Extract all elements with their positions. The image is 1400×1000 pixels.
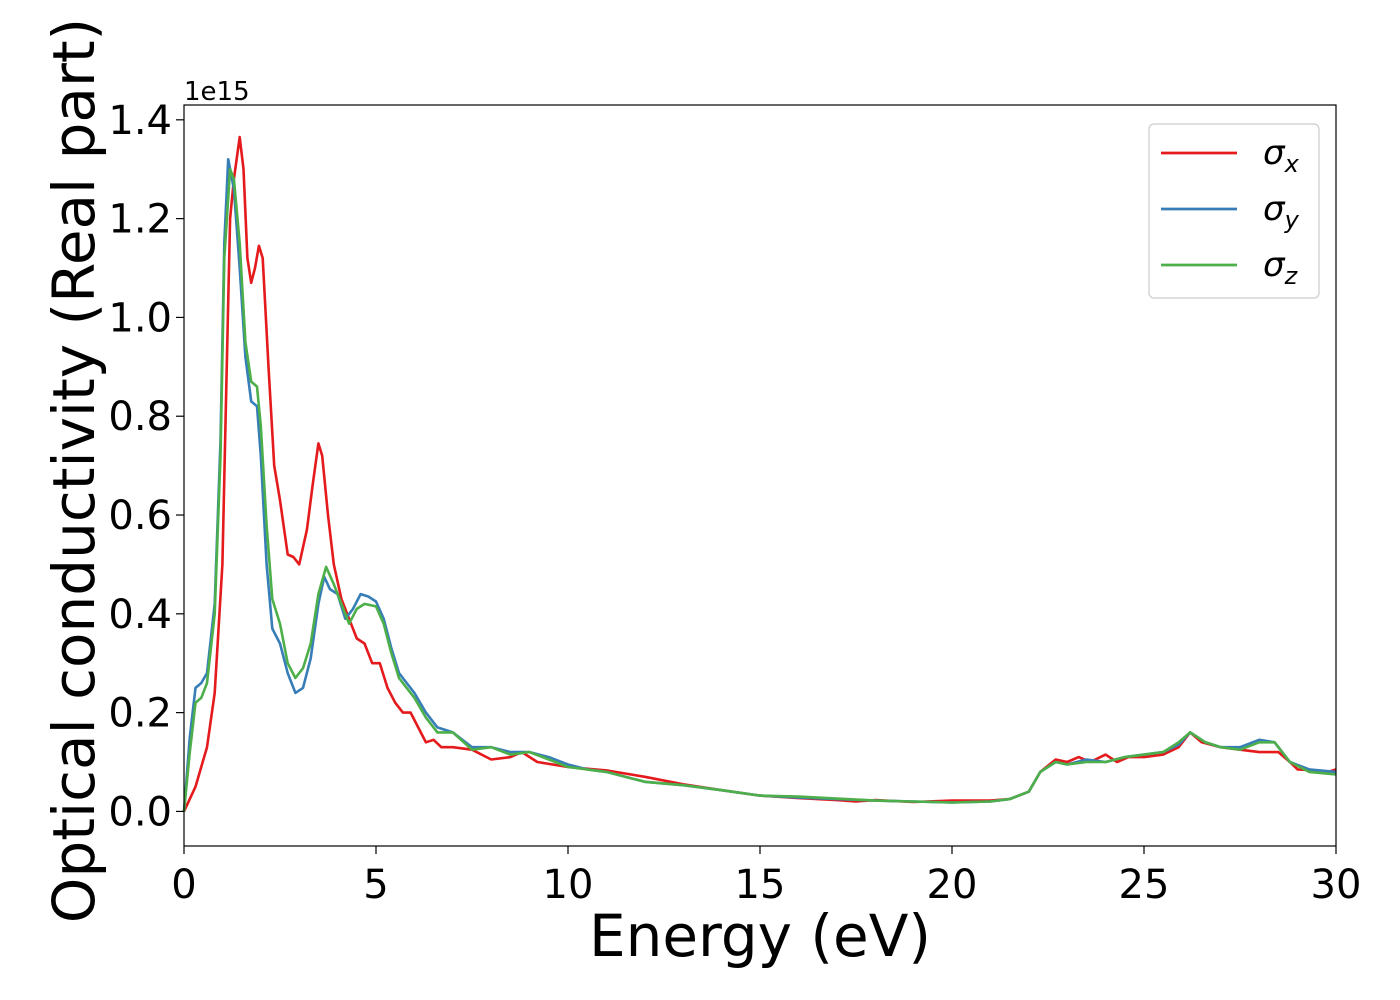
y-axis-ticks: 0.0 0.2 0.4 0.6 0.8 1.0 1.2 1.4 [108,98,184,835]
y-tick-label: 1.2 [108,197,172,243]
legend-label-x: σx [1263,133,1300,178]
x-axis-label: Energy (eV) [589,902,931,970]
x-tick-label: 20 [927,862,978,908]
x-tick-label: 15 [735,862,786,908]
legend-label-subscript: x [1284,150,1300,178]
y-tick-label: 0.6 [108,493,172,539]
y-axis-label: Optical conductivity (Real part) [40,18,108,923]
series-layer [182,135,1337,812]
legend-label-symbol: σ [1263,133,1286,173]
x-axis-ticks: 0 5 10 15 20 25 30 [171,846,1361,908]
x-tick-label: 10 [543,862,594,908]
x-tick-label: 30 [1311,862,1362,908]
x-tick-label: 5 [363,862,388,908]
y-tick-label: 0.2 [108,691,172,737]
legend-label-z: σz [1263,245,1299,290]
legend-label-subscript: y [1284,206,1300,234]
y-tick-label: 0.0 [108,789,172,835]
x-tick-label: 0 [171,862,196,908]
legend-box [1148,123,1320,299]
x-tick-label: 25 [1119,862,1170,908]
legend-label-subscript: z [1284,262,1299,290]
y-tick-label: 1.4 [108,98,172,144]
y-tick-label: 0.4 [108,592,172,638]
legend-label-symbol: σ [1263,189,1286,229]
series-line-z [182,167,1337,812]
legend-label-symbol: σ [1263,245,1286,285]
y-axis-offset-label: 1e15 [184,77,250,107]
y-tick-label: 0.8 [108,394,172,440]
y-tick-label: 1.0 [108,295,172,341]
legend-label-y: σy [1263,189,1300,234]
